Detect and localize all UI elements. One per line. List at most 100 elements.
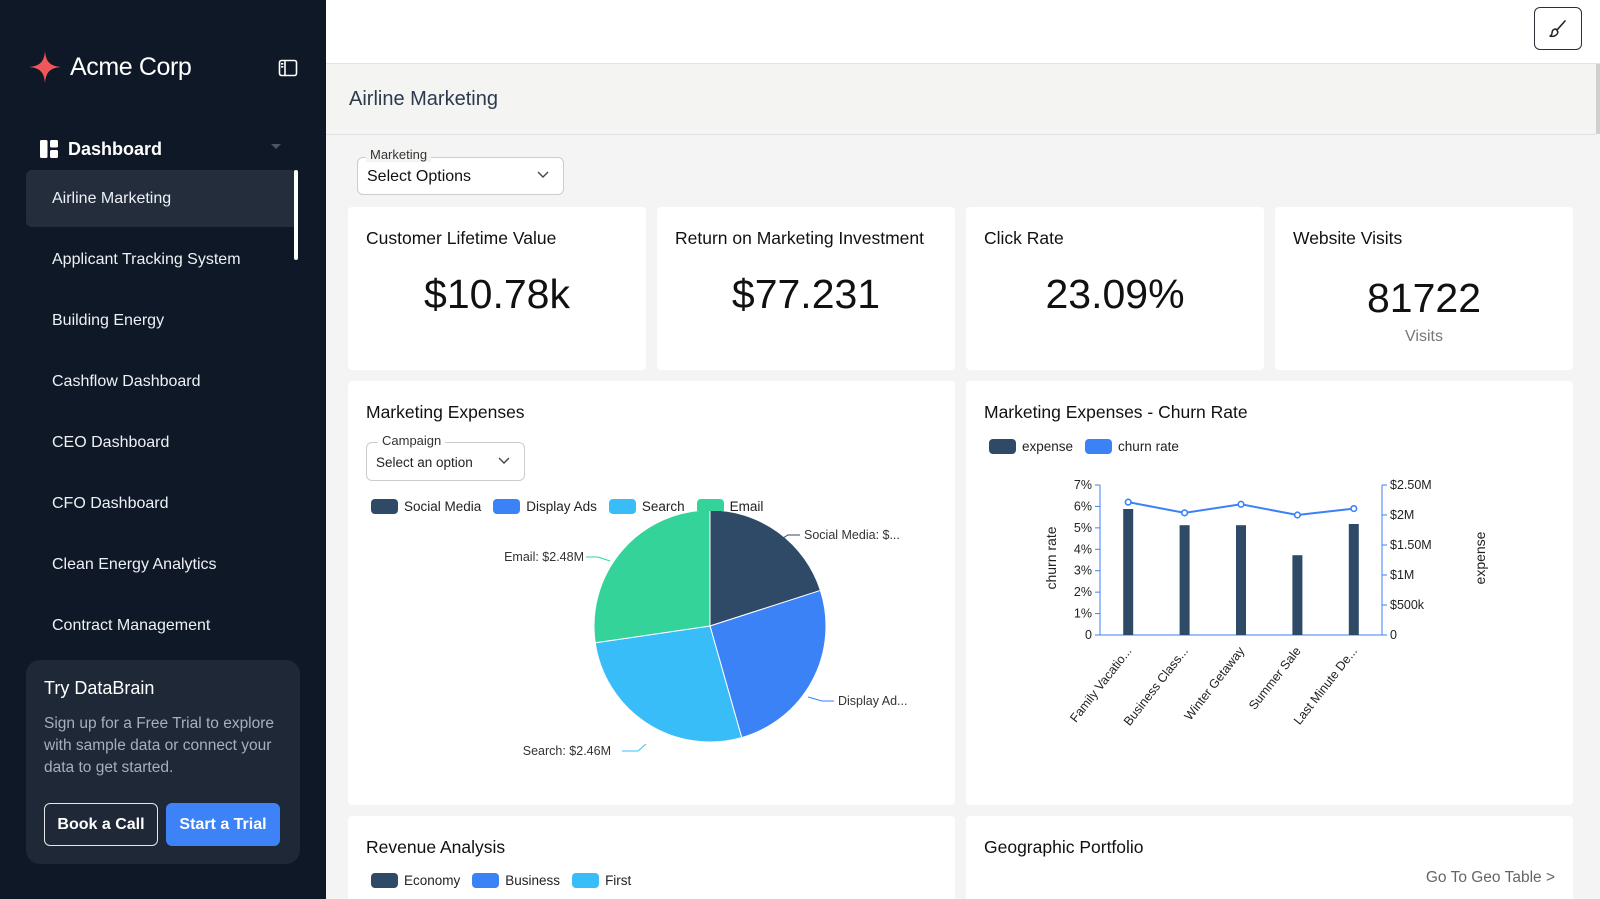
y-tick-label-right: $1M: [1390, 568, 1414, 582]
bar-expense[interactable]: [1236, 525, 1246, 635]
chevron-down-icon: [271, 144, 281, 149]
card-title: Geographic Portfolio: [984, 837, 1144, 857]
bar-expense[interactable]: [1292, 555, 1303, 635]
main-scrollbar[interactable]: [1596, 64, 1600, 134]
x-tick-label: Winter Getaway: [1182, 644, 1248, 723]
sidebar-item-applicant-tracking[interactable]: Applicant Tracking System: [52, 250, 241, 268]
point-churn-rate[interactable]: [1293, 511, 1302, 519]
sidebar-item-clean-energy[interactable]: Clean Energy Analytics: [52, 555, 217, 573]
pie-chart: Social Media: $... Display Ad... Search:…: [504, 511, 907, 758]
sidebar-item-building-energy[interactable]: Building Energy: [52, 311, 165, 329]
legend-label: Display Ads: [526, 499, 597, 514]
x-tick-label: Family Vacatio...: [1067, 644, 1134, 725]
kpi-card-website-visits: Website Visits 81722 Visits: [1275, 207, 1573, 370]
legend-item[interactable]: Social Media: [371, 499, 481, 514]
trial-text: Sign up for a Free Trial to explore with…: [44, 715, 275, 776]
kpi-card-clv: Customer Lifetime Value $10.78k: [348, 207, 646, 370]
marketing-expenses-card: Marketing Expenses Campaign Select an op…: [348, 381, 955, 805]
pie-label-leader: [586, 556, 611, 562]
sidebar-scrollbar[interactable]: [294, 170, 298, 260]
legend-item[interactable]: expense: [989, 439, 1073, 454]
sidebar-item-ceo[interactable]: CEO Dashboard: [52, 433, 170, 451]
pie-slice[interactable]: [594, 625, 743, 743]
sidebar-collapse-icon[interactable]: [278, 59, 298, 77]
card-title: Marketing Expenses - Churn Rate: [984, 402, 1248, 422]
sidebar-nav: Airline Marketing Applicant Tracking Sys…: [26, 170, 298, 658]
legend-label: Email: [729, 499, 764, 514]
sidebar-item-cfo[interactable]: CFO Dashboard: [52, 494, 169, 512]
page-header: Airline Marketing: [326, 64, 1596, 135]
y-tick-label-left: 5%: [1074, 521, 1092, 535]
legend-item[interactable]: Display Ads: [493, 499, 597, 514]
campaign-select-label: Campaign: [378, 433, 446, 448]
kpi-subtitle: Visits: [1405, 328, 1443, 345]
sidebar-item-airline-marketing[interactable]: Airline Marketing: [26, 170, 298, 227]
legend-label: expense: [1022, 439, 1074, 454]
kpi-card-click-rate: Click Rate 23.09%: [966, 207, 1264, 370]
point-churn-rate[interactable]: [1237, 500, 1245, 508]
pie-slice-label: Email: $2.48M: [504, 550, 584, 564]
kpi-title: Customer Lifetime Value: [366, 228, 557, 248]
trial-title: Try DataBrain: [44, 678, 155, 698]
pie-slice[interactable]: [709, 511, 822, 627]
y-tick-label-right: $2.50M: [1390, 478, 1432, 492]
point-churn-rate[interactable]: [1350, 504, 1358, 513]
marketing-filter-label: Marketing: [366, 147, 432, 162]
pie-slice[interactable]: [593, 511, 711, 644]
legend-item[interactable]: churn rate: [1085, 439, 1179, 454]
revenue-legend: Economy Business First: [371, 873, 643, 888]
bar-expense[interactable]: [1123, 509, 1134, 635]
kpi-value: 81722: [1366, 275, 1481, 321]
kpi-title: Click Rate: [984, 228, 1064, 248]
kpi-value: $10.78k: [424, 271, 570, 317]
pie-slice-label: Display Ad...: [838, 694, 907, 708]
card-title: Revenue Analysis: [366, 837, 506, 857]
legend-label: Social Media: [404, 499, 482, 514]
campaign-select-value: Select an option: [376, 455, 473, 470]
pie-slice[interactable]: [709, 589, 827, 739]
campaign-select[interactable]: Campaign Select an option: [366, 433, 525, 481]
legend-item[interactable]: First: [572, 873, 631, 888]
bar-expense[interactable]: [1348, 524, 1359, 635]
pie-label-leader: [777, 534, 800, 542]
legend-item[interactable]: Economy: [371, 873, 460, 888]
point-churn-rate[interactable]: [1124, 498, 1132, 506]
pie-slice-label: Search: $2.46M: [523, 744, 611, 758]
legend-label: Search: [641, 499, 685, 514]
legend-item[interactable]: Search: [608, 499, 685, 514]
pie-label-leader: [622, 743, 647, 752]
churn-rate-card: Marketing Expenses - Churn Rate expense …: [966, 381, 1573, 805]
book-call-button[interactable]: Book a Call: [44, 803, 158, 846]
y-tick-label-left: 2%: [1074, 585, 1092, 599]
sidebar-item-contract-management[interactable]: Contract Management: [52, 616, 211, 634]
brand[interactable]: Acme Corp: [28, 50, 192, 84]
y-tick-label-left: 4%: [1074, 542, 1092, 556]
dashboard-section[interactable]: Dashboard: [40, 136, 282, 162]
combo-chart: 01%2%3%4%5%6%7%0$500k$1M$1.50M$2M$2.50M …: [1043, 478, 1488, 728]
legend-item[interactable]: Business: [472, 873, 560, 888]
sidebar-item-cashflow[interactable]: Cashflow Dashboard: [52, 372, 201, 390]
x-tick-label: Last Minute De...: [1291, 644, 1360, 727]
start-trial-button[interactable]: Start a Trial: [166, 803, 280, 846]
go-to-geo-table-link[interactable]: Go To Geo Table >: [1425, 869, 1555, 886]
y-axis-right-title: expense: [1472, 531, 1488, 584]
y-tick-label-left: 0: [1085, 628, 1092, 642]
y-tick-label-left: 6%: [1074, 499, 1092, 513]
kpi-card-romi: Return on Marketing Investment $77.231: [657, 207, 955, 370]
point-churn-rate[interactable]: [1181, 509, 1189, 517]
legend-label: churn rate: [1118, 439, 1179, 454]
top-bar: [326, 0, 1600, 64]
y-tick-label-left: 1%: [1074, 607, 1092, 621]
y-tick-label-right: $500k: [1390, 598, 1425, 612]
marketing-filter-value: Select Options: [367, 168, 472, 185]
marketing-filter-select[interactable]: Marketing Select Options: [357, 147, 564, 195]
sidebar: Acme Corp Dashboard Airline Marketing Ap…: [0, 0, 326, 899]
customize-button[interactable]: [1534, 7, 1582, 50]
churn-legend: expense churn rate: [989, 439, 1191, 454]
kpi-value: 23.09%: [1045, 271, 1185, 317]
bar-expense[interactable]: [1179, 525, 1190, 635]
legend-label: First: [605, 873, 632, 888]
pie-label-leader: [807, 696, 834, 702]
y-tick-label-left: 7%: [1074, 478, 1092, 492]
revenue-analysis-card: Revenue Analysis Economy Business First: [348, 816, 955, 899]
